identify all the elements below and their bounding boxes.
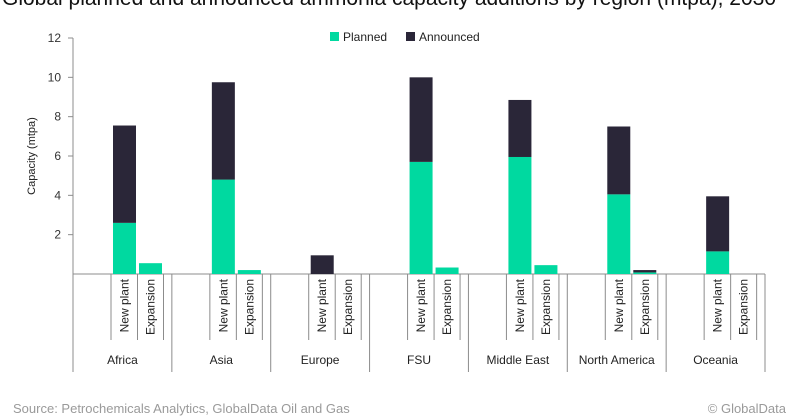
sub-category-label: New plant: [414, 278, 428, 332]
y-tick-label: 4: [54, 188, 61, 202]
sub-category-label: New plant: [612, 278, 626, 332]
group-label: North America: [579, 353, 655, 367]
bar-planned: [113, 222, 136, 274]
copyright-note: © GlobalData: [707, 401, 786, 416]
chart-title: Global planned and announced ammonia cap…: [2, 0, 798, 11]
y-tick-label: 8: [54, 110, 61, 124]
sub-category-label: Expansion: [638, 279, 652, 335]
y-tick-label: 2: [54, 228, 61, 242]
bar-announced: [211, 82, 235, 180]
legend-swatch-planned: [330, 32, 339, 41]
sub-category-label: New plant: [513, 278, 527, 332]
bar-planned: [534, 265, 558, 274]
bar-announced: [607, 126, 631, 195]
sub-category-label: Expansion: [341, 279, 355, 335]
sub-category-label: Expansion: [539, 279, 553, 335]
bar-planned: [435, 267, 459, 274]
bar-planned: [409, 161, 433, 274]
sub-category-label: Expansion: [440, 279, 454, 335]
y-tick-label: 12: [48, 31, 62, 45]
bar-announced: [508, 99, 532, 157]
bar-planned: [139, 263, 162, 274]
sub-category-label: New plant: [118, 278, 132, 332]
legend-label: Planned: [343, 30, 387, 44]
bar-announced: [706, 196, 730, 252]
bar-planned: [508, 156, 532, 274]
bar-planned: [607, 194, 631, 274]
group-label: Asia: [210, 353, 234, 367]
sub-category-label: New plant: [315, 278, 329, 332]
bar-announced: [633, 270, 657, 273]
legend-swatch-announced: [406, 32, 415, 41]
group-label: Europe: [301, 353, 340, 367]
y-tick-label: 10: [48, 70, 62, 84]
bar-planned: [237, 270, 261, 274]
group-label: Africa: [107, 353, 138, 367]
bar-announced: [310, 255, 334, 274]
y-axis-title: Capacity (mtpa): [26, 117, 38, 195]
sub-category-label: New plant: [216, 278, 230, 332]
bar-announced: [113, 125, 136, 223]
sub-category-label: Expansion: [242, 279, 256, 335]
bar-planned: [633, 272, 657, 274]
group-label: FSU: [407, 353, 431, 367]
legend-label: Announced: [419, 30, 480, 44]
sub-category-label: Expansion: [144, 279, 158, 335]
group-label: Oceania: [693, 353, 738, 367]
bar-planned: [211, 179, 235, 274]
sub-category-label: Expansion: [737, 279, 751, 335]
group-label: Middle East: [487, 353, 550, 367]
bar-planned: [706, 251, 730, 274]
sub-category-label: New plant: [711, 278, 725, 332]
bar-announced: [409, 77, 433, 162]
y-tick-label: 6: [54, 149, 61, 163]
source-note: Source: Petrochemicals Analytics, Global…: [13, 401, 350, 416]
